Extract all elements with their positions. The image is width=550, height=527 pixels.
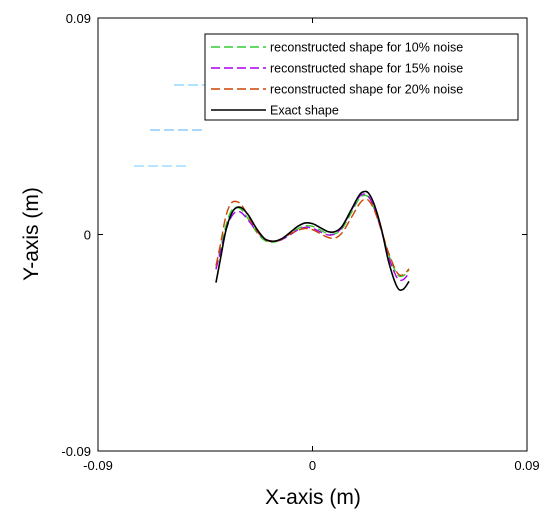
x-tick-label: -0.09 bbox=[83, 458, 113, 473]
legend: reconstructed shape for 10% noise reconst… bbox=[204, 33, 519, 121]
y-tick-label: 0.09 bbox=[66, 11, 91, 26]
ticks-layer: -0.09 0 0.09 -0.09 0 0.09 bbox=[61, 11, 539, 473]
y-tick-label: -0.09 bbox=[61, 444, 91, 459]
legend-label-1: reconstructed shape for 10% noise bbox=[270, 41, 463, 55]
legend-label-3: reconstructed shape for 20% noise bbox=[270, 83, 463, 97]
series-line-3 bbox=[215, 198, 410, 277]
series-line-4 bbox=[215, 190, 410, 291]
legend-box bbox=[204, 33, 519, 121]
x-axis-title: X-axis (m) bbox=[265, 486, 361, 509]
x-tick-label: 0 bbox=[309, 458, 316, 473]
y-tick-label: 0 bbox=[84, 228, 91, 243]
x-tick-label: 0.09 bbox=[514, 458, 539, 473]
series-layer bbox=[215, 190, 410, 291]
legend-label-4: Exact shape bbox=[270, 104, 339, 118]
y-axis-title: Y-axis (m) bbox=[20, 187, 43, 281]
legend-label-2: reconstructed shape for 15% noise bbox=[270, 62, 463, 76]
